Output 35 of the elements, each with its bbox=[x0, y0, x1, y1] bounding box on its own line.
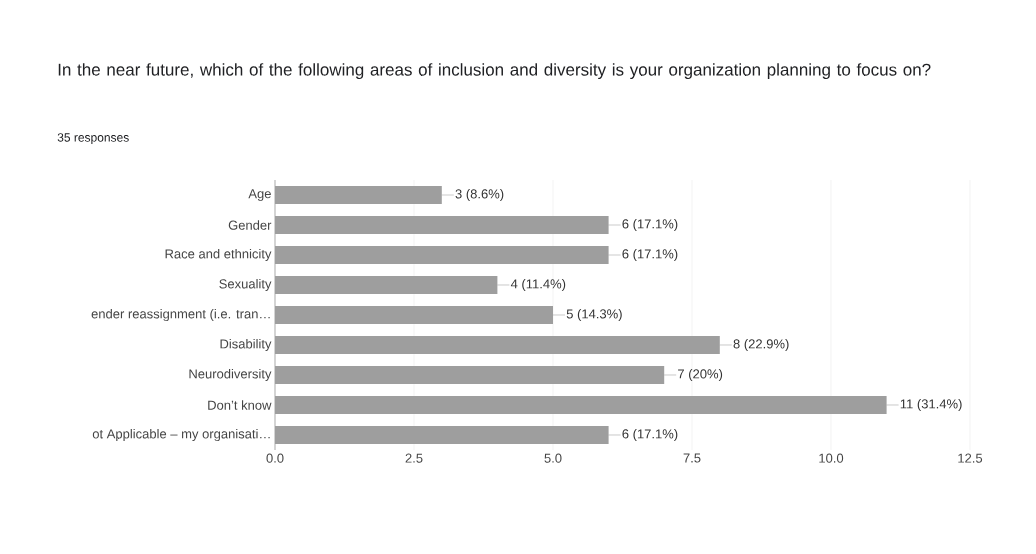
bar bbox=[275, 365, 665, 384]
y-tick-label: Disability bbox=[220, 338, 272, 352]
chart-title: In the near future, which of the following areas of inclusion and diversity is your organization planning to focus on? bbox=[58, 63, 931, 80]
data-label: 6 (17.1%) bbox=[622, 218, 678, 232]
bar bbox=[275, 276, 498, 294]
y-tick-label: ot Applicable – my organisati… bbox=[92, 428, 270, 442]
data-label: 3 (8.6%) bbox=[455, 188, 504, 202]
x-tick-label: 2.5 bbox=[405, 453, 423, 463]
y-tick-label: ender reassignment (i.e. tran… bbox=[91, 308, 270, 322]
y-tick-label: Don’t know bbox=[208, 400, 272, 410]
bar bbox=[275, 246, 609, 264]
y-tick-label: Sexuality bbox=[219, 278, 272, 292]
bar bbox=[275, 216, 609, 234]
data-label: 8 (22.9%) bbox=[733, 338, 789, 352]
text: 35 responses bbox=[57, 133, 129, 145]
x-tick-label: 7.5 bbox=[683, 453, 701, 463]
data-label: 7 (20%) bbox=[678, 368, 723, 382]
x-tick-label: 12.5 bbox=[958, 453, 983, 463]
bar bbox=[275, 395, 887, 414]
x-tick-label: 10.0 bbox=[819, 453, 844, 463]
data-label: 6 (17.1%) bbox=[622, 248, 678, 262]
bar bbox=[275, 425, 609, 444]
y-tick-label: Race and ethnicity bbox=[165, 248, 272, 262]
data-label: 5 (14.3%) bbox=[566, 308, 622, 322]
x-tick-label: 0.0 bbox=[266, 453, 284, 463]
x-tick-label: 5.0 bbox=[544, 453, 562, 463]
bar bbox=[275, 186, 442, 204]
y-tick-label: Gender bbox=[228, 220, 272, 230]
y-tick-label: Age bbox=[248, 189, 271, 201]
bar bbox=[275, 336, 720, 354]
data-label: 4 (11.4%) bbox=[510, 278, 566, 292]
data-label: 6 (17.1%) bbox=[622, 428, 678, 442]
bar bbox=[275, 306, 553, 324]
y-tick-label: Neurodiversity bbox=[189, 368, 272, 382]
data-label: 11 (31.4%) bbox=[900, 398, 962, 412]
